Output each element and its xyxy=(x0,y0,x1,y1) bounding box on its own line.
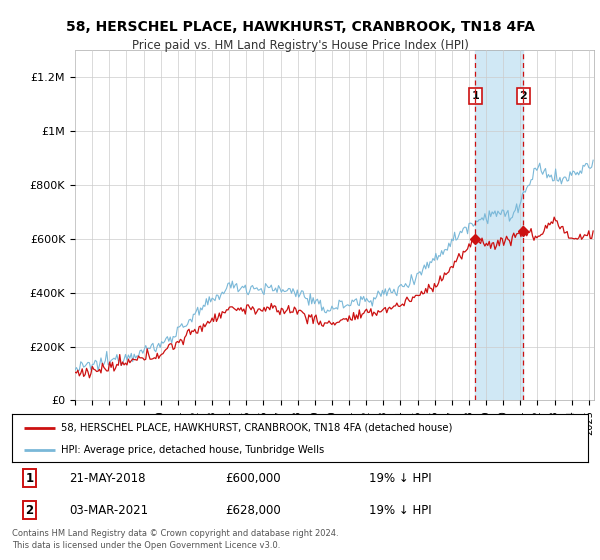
Text: 2: 2 xyxy=(520,91,527,101)
Text: 19% ↓ HPI: 19% ↓ HPI xyxy=(369,503,432,516)
Text: 1: 1 xyxy=(25,472,34,485)
Text: Contains HM Land Registry data © Crown copyright and database right 2024.
This d: Contains HM Land Registry data © Crown c… xyxy=(12,529,338,550)
Text: 2: 2 xyxy=(25,503,34,516)
Text: 21-MAY-2018: 21-MAY-2018 xyxy=(70,472,146,485)
Text: 58, HERSCHEL PLACE, HAWKHURST, CRANBROOK, TN18 4FA: 58, HERSCHEL PLACE, HAWKHURST, CRANBROOK… xyxy=(65,20,535,34)
Text: 03-MAR-2021: 03-MAR-2021 xyxy=(70,503,149,516)
Text: 19% ↓ HPI: 19% ↓ HPI xyxy=(369,472,432,485)
Text: £628,000: £628,000 xyxy=(225,503,281,516)
Text: HPI: Average price, detached house, Tunbridge Wells: HPI: Average price, detached house, Tunb… xyxy=(61,445,324,455)
Text: 58, HERSCHEL PLACE, HAWKHURST, CRANBROOK, TN18 4FA (detached house): 58, HERSCHEL PLACE, HAWKHURST, CRANBROOK… xyxy=(61,423,452,433)
Bar xyxy=(475,50,523,400)
Text: 1: 1 xyxy=(472,91,479,101)
Text: £600,000: £600,000 xyxy=(225,472,281,485)
Text: Price paid vs. HM Land Registry's House Price Index (HPI): Price paid vs. HM Land Registry's House … xyxy=(131,39,469,52)
